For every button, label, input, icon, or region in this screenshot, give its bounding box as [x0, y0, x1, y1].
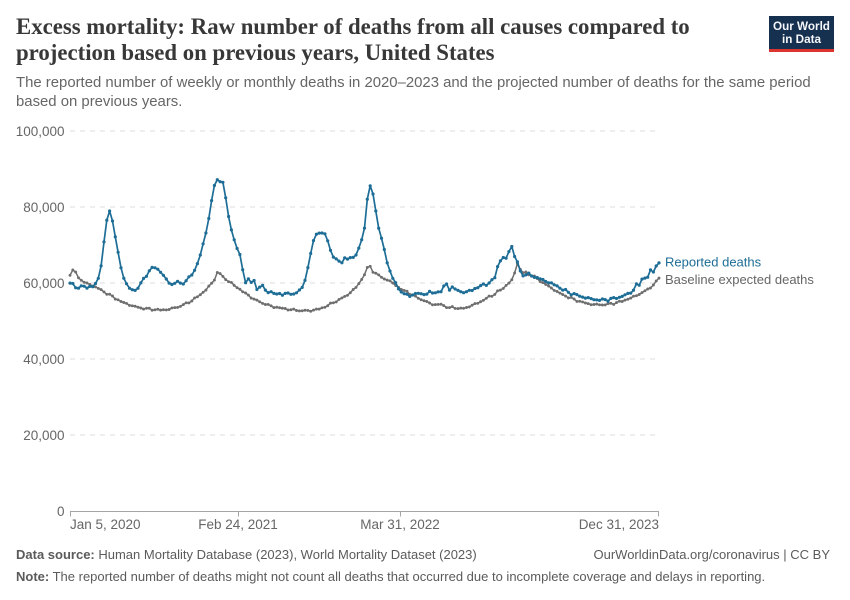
svg-text:100,000: 100,000 [16, 124, 65, 139]
svg-text:60,000: 60,000 [23, 276, 64, 291]
svg-text:0: 0 [57, 504, 65, 519]
svg-text:40,000: 40,000 [23, 352, 64, 367]
svg-text:20,000: 20,000 [23, 428, 64, 443]
svg-text:Mar 31, 2022: Mar 31, 2022 [360, 517, 440, 532]
svg-text:Baseline expected deaths: Baseline expected deaths [665, 272, 814, 287]
svg-text:Reported deaths: Reported deaths [665, 255, 762, 270]
svg-text:Feb 24, 2021: Feb 24, 2021 [198, 517, 278, 532]
svg-text:80,000: 80,000 [23, 200, 64, 215]
svg-text:Jan 5, 2020: Jan 5, 2020 [70, 517, 141, 532]
svg-text:Dec 31, 2023: Dec 31, 2023 [579, 517, 659, 532]
